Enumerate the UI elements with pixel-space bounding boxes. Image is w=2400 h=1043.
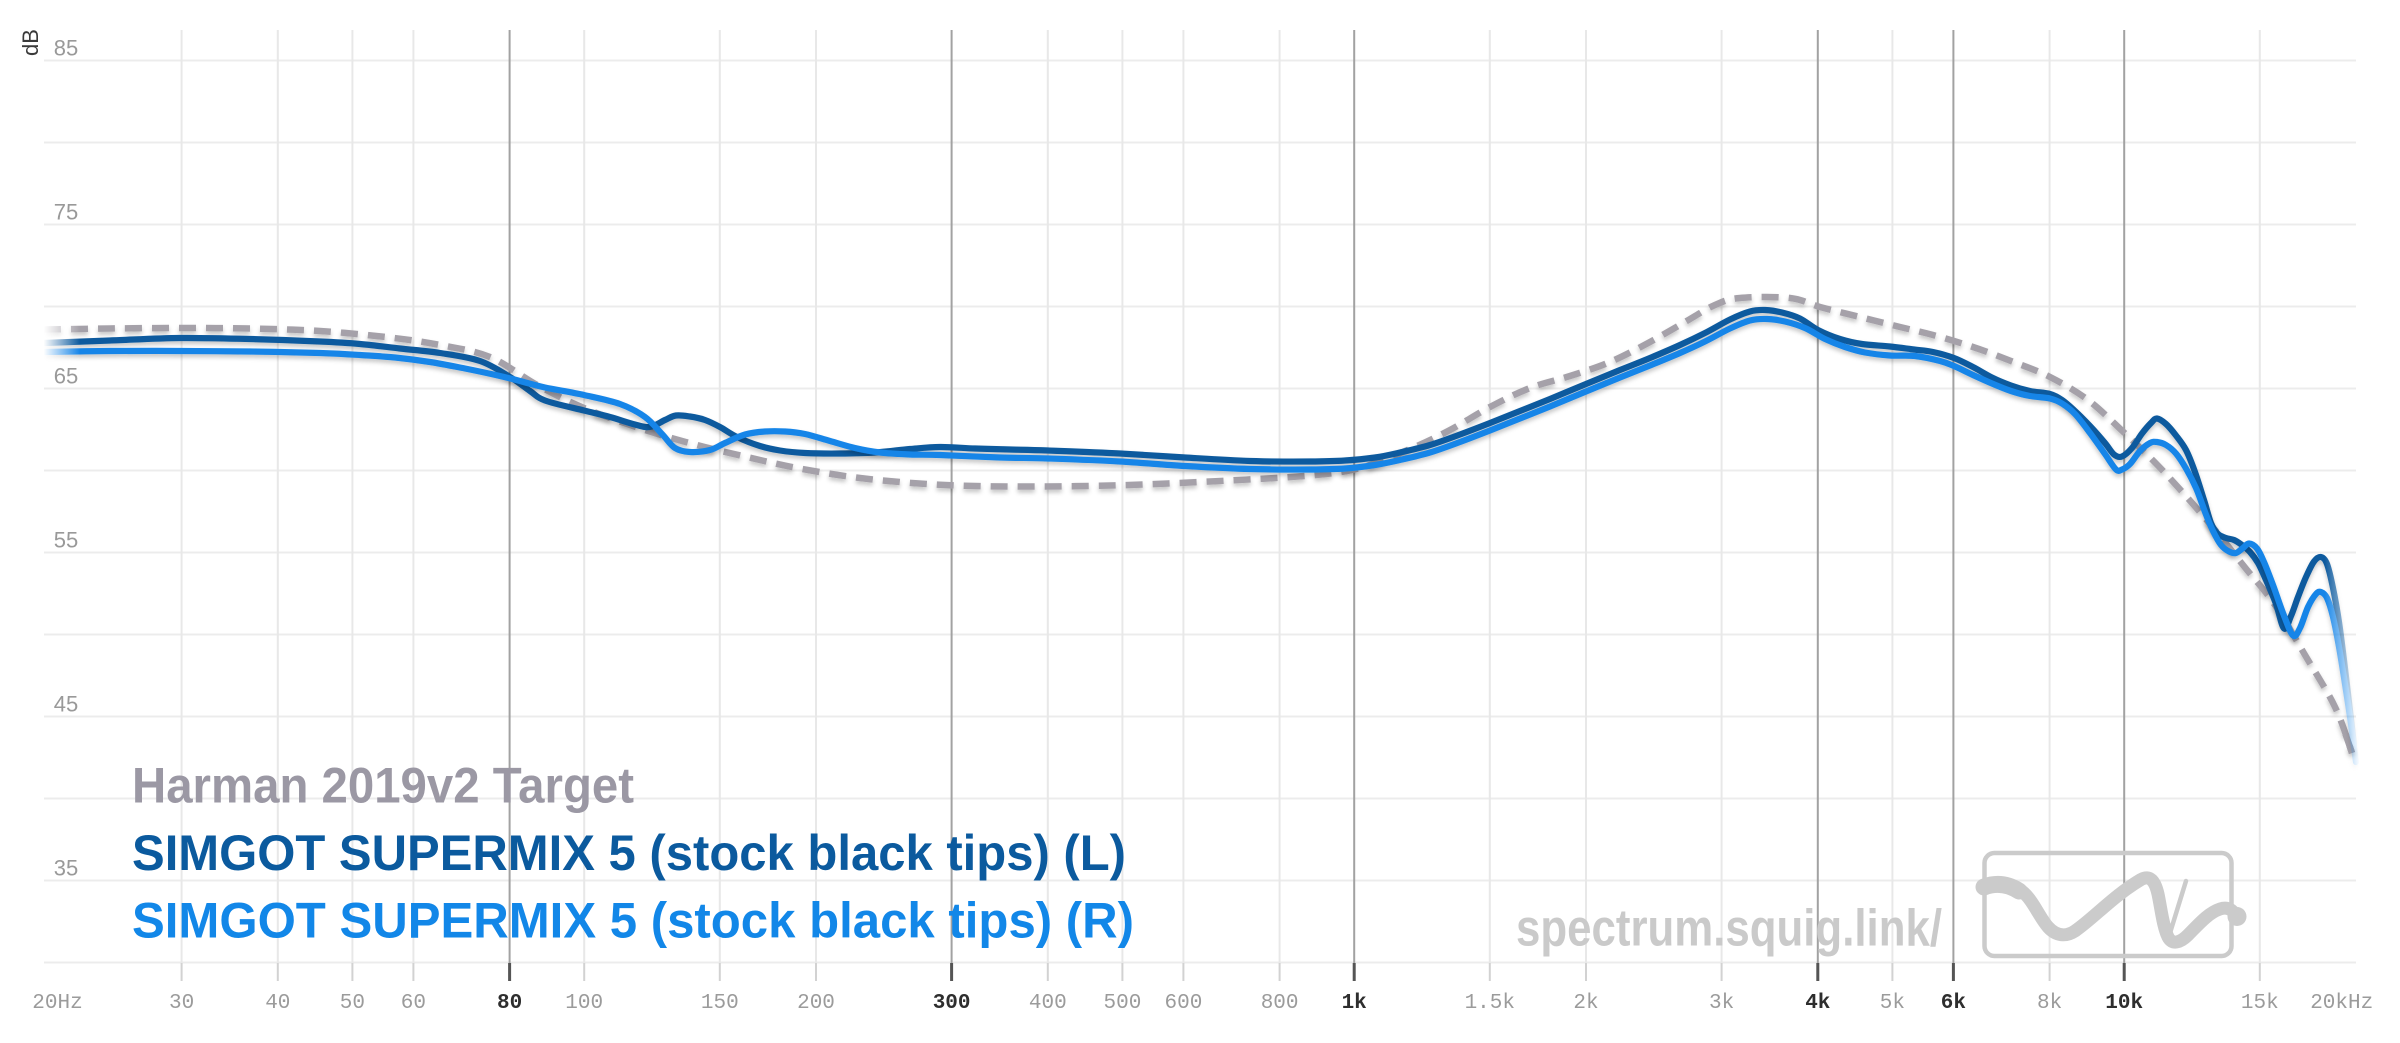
svg-text:75: 75 (54, 200, 78, 225)
svg-text:20kHz: 20kHz (2310, 992, 2373, 1015)
svg-text:300: 300 (933, 992, 971, 1015)
svg-text:20Hz: 20Hz (32, 992, 82, 1015)
svg-text:8k: 8k (2037, 992, 2062, 1015)
svg-text:85: 85 (54, 36, 78, 61)
svg-text:40: 40 (265, 992, 290, 1015)
svg-text:6k: 6k (1941, 992, 1966, 1015)
svg-text:65: 65 (54, 364, 78, 389)
svg-text:35: 35 (54, 856, 78, 881)
svg-text:50: 50 (340, 992, 365, 1015)
svg-text:600: 600 (1164, 992, 1202, 1015)
svg-text:30: 30 (169, 992, 194, 1015)
svg-text:5k: 5k (1880, 992, 1905, 1015)
svg-text:55: 55 (54, 528, 78, 553)
svg-text:4k: 4k (1805, 992, 1830, 1015)
svg-text:10k: 10k (2105, 992, 2143, 1015)
svg-text:15k: 15k (2241, 992, 2279, 1015)
svg-text:800: 800 (1261, 992, 1299, 1015)
svg-text:80: 80 (497, 992, 522, 1015)
svg-text:SIMGOT SUPERMIX 5 (stock black: SIMGOT SUPERMIX 5 (stock black tips) (R) (132, 893, 1134, 949)
svg-text:60: 60 (401, 992, 426, 1015)
svg-text:2k: 2k (1573, 992, 1598, 1015)
svg-text:45: 45 (54, 692, 78, 717)
svg-text:spectrum.squig.link/: spectrum.squig.link/ (1516, 900, 1942, 958)
svg-text:3k: 3k (1709, 992, 1734, 1015)
svg-text:100: 100 (565, 992, 603, 1015)
svg-text:1.5k: 1.5k (1465, 992, 1515, 1015)
svg-text:dB: dB (18, 29, 43, 56)
svg-text:150: 150 (701, 992, 739, 1015)
svg-text:200: 200 (797, 992, 835, 1015)
svg-text:400: 400 (1029, 992, 1067, 1015)
svg-text:SIMGOT SUPERMIX 5 (stock black: SIMGOT SUPERMIX 5 (stock black tips) (L) (132, 825, 1126, 881)
svg-text:500: 500 (1103, 992, 1141, 1015)
svg-text:Harman 2019v2 Target: Harman 2019v2 Target (132, 758, 634, 814)
svg-text:1k: 1k (1342, 992, 1367, 1015)
